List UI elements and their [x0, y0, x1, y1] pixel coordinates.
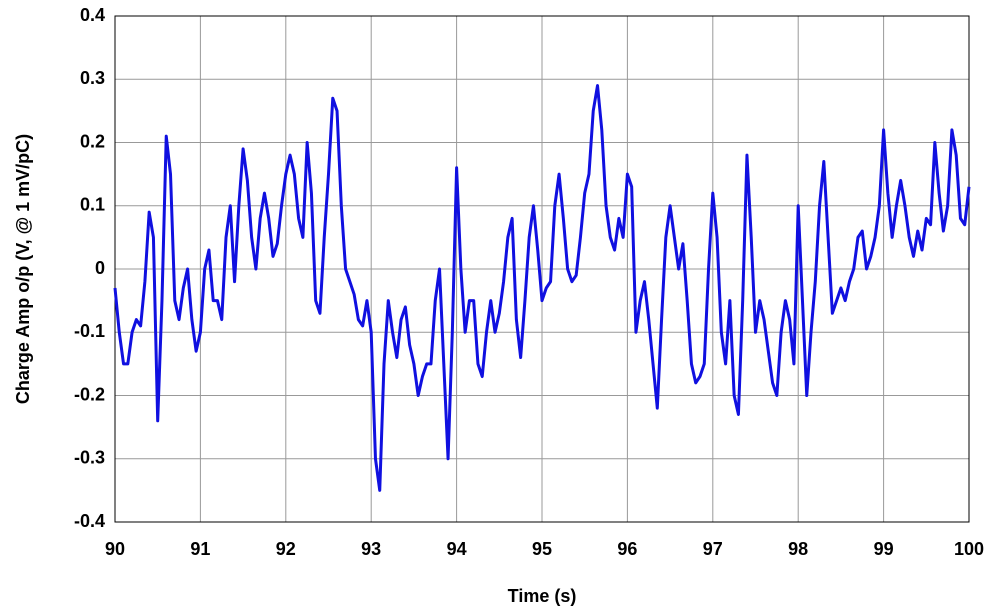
y-tick-label: 0.3 — [80, 68, 105, 88]
x-tick-label: 90 — [105, 539, 125, 559]
y-tick-label: 0.4 — [80, 5, 105, 25]
plot-frame — [114, 15, 970, 523]
x-tick-label: 97 — [703, 539, 723, 559]
x-tick-label: 98 — [788, 539, 808, 559]
x-tick-label: 95 — [532, 539, 552, 559]
y-tick-label: -0.4 — [74, 511, 105, 531]
y-tick-label: 0 — [95, 258, 105, 278]
y-tick-label: -0.1 — [74, 321, 105, 341]
y-axis-label: Charge Amp o/p (V, @ 1 mV/pC) — [13, 134, 33, 404]
x-axis-label: Time (s) — [508, 586, 577, 606]
x-tick-label: 91 — [190, 539, 210, 559]
x-tick-label: 100 — [954, 539, 984, 559]
y-tick-label: 0.2 — [80, 131, 105, 151]
x-tick-label: 96 — [617, 539, 637, 559]
y-tick-label: -0.3 — [74, 448, 105, 468]
x-tick-label: 92 — [276, 539, 296, 559]
x-tick-label: 99 — [874, 539, 894, 559]
data-line — [113, 84, 971, 492]
x-tick-label: 93 — [361, 539, 381, 559]
y-tick-label: -0.2 — [74, 384, 105, 404]
y-tick-label: 0.1 — [80, 195, 105, 215]
x-tick-label: 94 — [447, 539, 467, 559]
